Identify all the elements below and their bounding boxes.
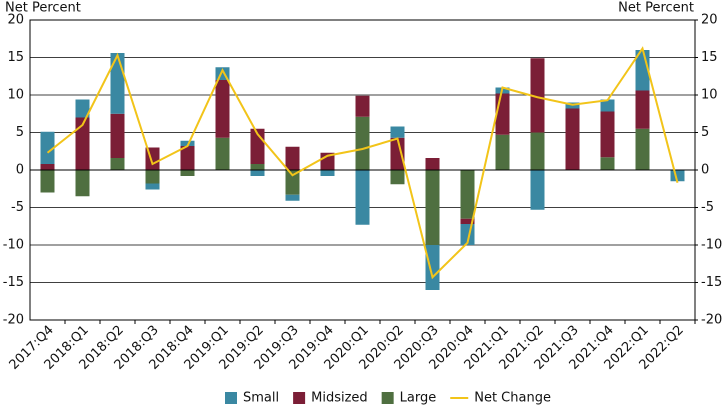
bar (425, 158, 440, 170)
bar (600, 99, 615, 112)
bar (110, 158, 125, 170)
bar (110, 53, 125, 114)
legend-swatch (293, 392, 306, 404)
legend-swatch (225, 392, 237, 404)
bar (355, 95, 370, 117)
bar (285, 194, 300, 201)
y2-tick-label: 20 (701, 13, 718, 28)
y2-tick-label: 0 (701, 163, 709, 178)
bar (145, 183, 160, 190)
bar (390, 126, 405, 138)
y2-tick-label: -5 (701, 200, 714, 215)
bar (180, 146, 195, 170)
y2-tick-label: 10 (701, 88, 718, 103)
bar (320, 170, 335, 176)
bar (145, 170, 160, 184)
y2-tick-label: 15 (701, 50, 718, 65)
y-tick-label: 5 (16, 125, 24, 140)
y-tick-label: -20 (3, 313, 24, 328)
bar (250, 164, 265, 170)
bar (425, 245, 440, 290)
bar (460, 170, 475, 219)
bar (215, 80, 230, 138)
bar (530, 170, 545, 210)
bar (495, 93, 510, 135)
y-tick-label: -5 (11, 200, 24, 215)
bar (635, 128, 650, 170)
bar (635, 90, 650, 129)
bar (40, 131, 55, 164)
y2-tick-label: -15 (701, 275, 722, 290)
bar (670, 170, 685, 182)
bar (110, 113, 125, 158)
bar (390, 170, 405, 185)
bar (180, 170, 195, 176)
bar (460, 218, 475, 224)
y-tick-label: -15 (3, 275, 24, 290)
bar (75, 99, 90, 118)
bar (75, 170, 90, 197)
y-tick-label: 20 (7, 13, 24, 28)
bar (530, 132, 545, 170)
legend-swatch (381, 392, 394, 404)
bar (285, 170, 300, 195)
bar (600, 111, 615, 158)
bar (250, 170, 265, 176)
bar (565, 108, 580, 170)
bar (355, 116, 370, 170)
y-axis-label: Net Percent (5, 1, 81, 16)
bar (530, 58, 545, 133)
bar (425, 170, 440, 245)
y2-tick-label: -20 (701, 313, 722, 328)
bar (355, 170, 370, 225)
bar (75, 117, 90, 170)
y-tick-label: 10 (7, 88, 24, 103)
y2-tick-label: 5 (701, 125, 709, 140)
y2-axis-label: Net Percent (618, 1, 694, 16)
bar (180, 140, 195, 146)
bar (285, 146, 300, 170)
bar (215, 137, 230, 170)
bar (600, 157, 615, 170)
y2-tick-label: -10 (701, 238, 722, 253)
legend-label: Midsized (311, 391, 368, 406)
legend-label: Net Change (474, 391, 551, 406)
bar (390, 137, 405, 170)
bar (495, 134, 510, 170)
y-tick-label: 15 (7, 50, 24, 65)
y-tick-label: -10 (3, 238, 24, 253)
bar (40, 164, 55, 170)
legend-label: Small (243, 391, 279, 406)
bar (40, 170, 55, 193)
legend-label: Large (400, 391, 437, 406)
y-tick-label: 0 (16, 163, 24, 178)
net-change-line (46, 46, 679, 280)
